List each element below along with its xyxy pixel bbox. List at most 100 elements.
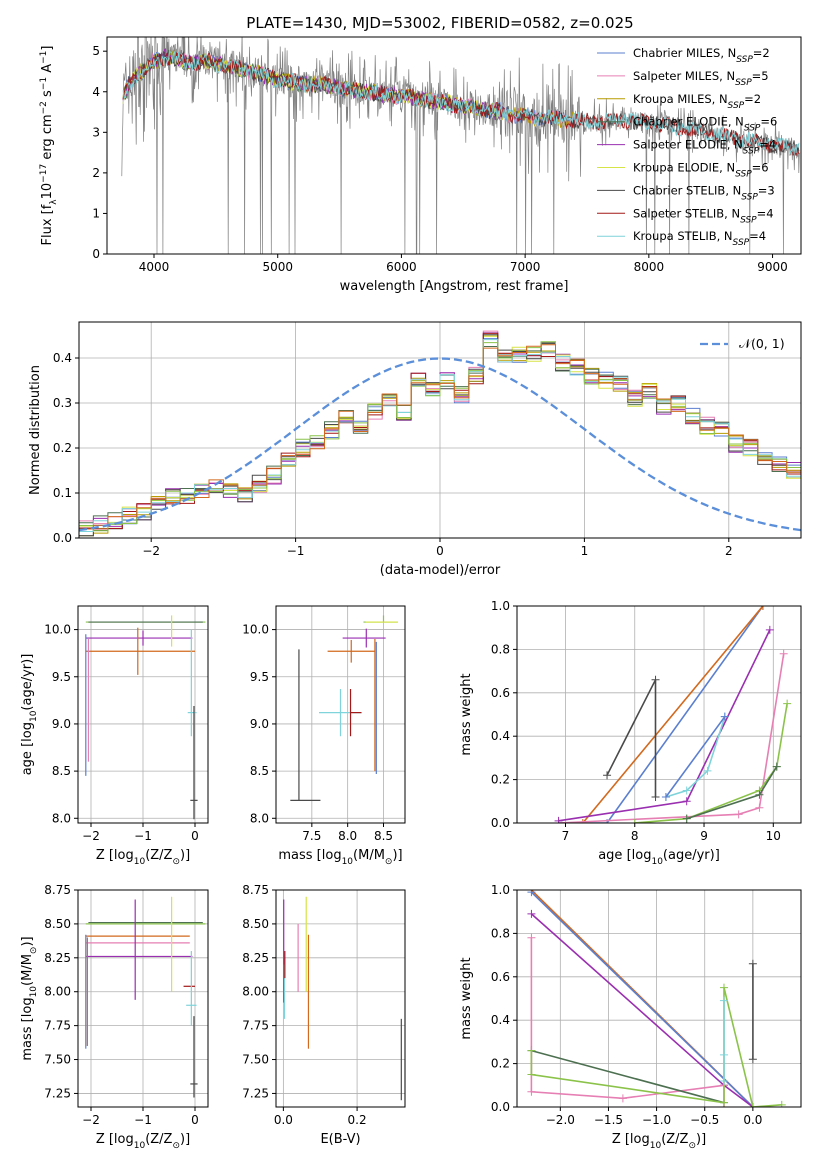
histogram-orange xyxy=(79,344,801,530)
y-tick-label: 8.00 xyxy=(44,985,71,999)
x-tick-label: −2 xyxy=(142,544,160,558)
x-tick-label: 0 xyxy=(436,544,444,558)
plot-area xyxy=(78,606,208,823)
axes-frame xyxy=(275,889,406,1108)
errorbar-point-2 xyxy=(85,630,193,646)
weight-series-3 xyxy=(554,625,774,823)
x-tick-label: 7000 xyxy=(510,260,541,274)
plot-area xyxy=(276,606,405,823)
weight-series-6 xyxy=(603,675,660,801)
weight-marker xyxy=(719,996,728,1005)
y-tick-label: 3 xyxy=(92,125,100,139)
weight-marker xyxy=(772,762,781,771)
y-tick-label: 7.50 xyxy=(44,1053,71,1067)
x-tick-label: −2.0 xyxy=(546,1113,575,1127)
x-tick-label: −1 xyxy=(134,829,152,843)
y-tick-label: 8.0 xyxy=(250,811,269,825)
y-axis-label: mass weight xyxy=(459,673,474,755)
weight-marker xyxy=(765,625,774,634)
x-tick-label: 8 xyxy=(631,829,639,843)
y-axis-label: mass [log10(M/M⊙)] xyxy=(20,936,39,1060)
weight-series-5 xyxy=(682,762,781,823)
weight-line-orange xyxy=(582,606,764,823)
errorbar-point-8 xyxy=(290,649,321,801)
x-tick-label: 10 xyxy=(766,829,781,843)
weight-marker xyxy=(603,771,612,780)
weight-marker xyxy=(527,1070,536,1079)
x-axis-label: (data-model)/error xyxy=(380,563,501,578)
panel-age_vs_z: −2 −1 0 8.0 8.5 9.0 9.5 10.0 Z [log10(Z/Z⊙)] age … xyxy=(20,605,209,867)
y-tick-label: 5 xyxy=(92,44,100,58)
y-tick-label: 7.25 xyxy=(44,1086,71,1100)
panels: Chabrier MILES, NSSP=2 Salpeter MILES, NS… xyxy=(20,36,802,1151)
weight-marker xyxy=(618,1094,627,1103)
weight-series-7 xyxy=(748,959,757,1064)
y-tick-label: 0.8 xyxy=(491,642,510,656)
y-tick-label: 8.25 xyxy=(242,951,269,965)
y-tick-label: 10.0 xyxy=(44,623,71,637)
weight-line-chabrier_miles xyxy=(665,716,726,798)
y-tick-label: 0.2 xyxy=(491,773,510,787)
y-tick-label: 8.50 xyxy=(44,917,71,931)
weight-marker xyxy=(630,819,639,823)
x-tick-label: 0.0 xyxy=(274,1113,293,1127)
y-axis-label: age [log10(age/yr)] xyxy=(20,654,39,776)
x-tick-label: 7.5 xyxy=(302,829,321,843)
axes-frame xyxy=(106,36,802,255)
y-tick-label: 9.5 xyxy=(52,670,71,684)
histogram-salpeter_miles xyxy=(79,330,801,525)
axes-frame xyxy=(516,889,802,1108)
weight-line-kroupa_stelib xyxy=(665,716,726,798)
weight-series-8 xyxy=(661,712,729,801)
weight-line-chabrier_elodie xyxy=(531,1049,725,1104)
y-tick-label: 8.50 xyxy=(242,917,269,931)
weight-line-salpeter_miles xyxy=(558,653,785,823)
weight-series-1 xyxy=(578,606,767,823)
y-tick-label: 0.0 xyxy=(491,816,510,830)
x-tick-label: 5000 xyxy=(262,260,293,274)
y-tick-label: 9.5 xyxy=(250,670,269,684)
weight-marker xyxy=(554,816,563,823)
errorbar-point-8 xyxy=(186,951,197,1026)
errorbar-point-3 xyxy=(327,639,375,663)
y-tick-label: 1 xyxy=(92,206,100,220)
y-tick-label: 1.0 xyxy=(491,883,510,897)
weight-series-2 xyxy=(554,649,788,823)
y-tick-label: 8.25 xyxy=(44,951,71,965)
weight-marker xyxy=(755,790,764,799)
legend-entry-kroupa_elodie: Kroupa ELODIE, NSSP=6 xyxy=(633,161,769,180)
x-axis-label: E(B-V) xyxy=(320,1132,360,1147)
x-tick-label: 2 xyxy=(725,544,733,558)
y-tick-label: 0.2 xyxy=(53,441,72,455)
axes-frame xyxy=(516,605,802,824)
panel-weight_vs_age: 7 8 9 10 0.0 0.2 0.4 0.6 0.8 1.0 age [log10(age/yr… xyxy=(459,599,802,867)
weight-series-0 xyxy=(554,606,767,823)
y-tick-label: 9.0 xyxy=(250,717,269,731)
weight-marker xyxy=(719,1098,728,1107)
x-tick-label: 0.0 xyxy=(743,1113,762,1127)
figure-title: PLATE=1430, MJD=53002, FIBERID=0582, z=0… xyxy=(246,14,633,32)
weight-line-chabrier_miles xyxy=(558,606,764,823)
y-axis-label: Normed distribution xyxy=(28,365,43,495)
weight-marker xyxy=(777,1100,786,1107)
y-tick-label: 8.5 xyxy=(52,764,71,778)
weight-marker xyxy=(527,933,536,942)
legend-entry-chabrier_elodie: Chabrier ELODIE, NSSP=6 xyxy=(633,115,777,134)
y-tick-label: 4 xyxy=(92,85,100,99)
weight-marker xyxy=(651,792,660,801)
plot-area xyxy=(121,37,801,254)
y-tick-label: 10.0 xyxy=(242,623,269,637)
weight-marker xyxy=(748,1103,757,1107)
y-tick-label: 1.0 xyxy=(491,599,510,613)
x-tick-label: −0.5 xyxy=(690,1113,719,1127)
y-tick-label: 0.2 xyxy=(491,1057,510,1071)
weight-marker xyxy=(651,675,660,684)
legend-entry-kroupa_miles: Kroupa MILES, NSSP=2 xyxy=(633,92,761,111)
x-axis-label: age [log10(age/yr)] xyxy=(598,848,720,867)
weight-marker xyxy=(682,786,691,795)
weight-marker xyxy=(661,792,670,801)
y-tick-label: 8.5 xyxy=(250,764,269,778)
plot-area xyxy=(78,890,208,1107)
y-tick-label: 0.0 xyxy=(491,1100,510,1114)
y-tick-label: 7.50 xyxy=(242,1053,269,1067)
